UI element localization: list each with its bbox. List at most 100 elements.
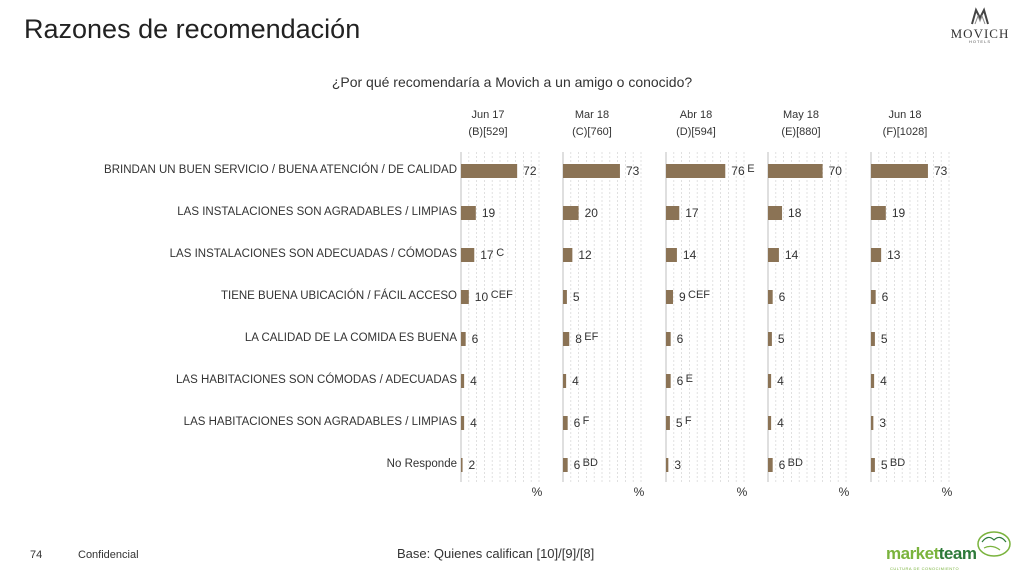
unit-label: % bbox=[839, 485, 850, 499]
bar bbox=[461, 458, 463, 472]
brain-icon bbox=[977, 531, 1011, 557]
unit-label: % bbox=[942, 485, 953, 499]
value-label: 6 bbox=[677, 332, 684, 346]
value-label: 76 bbox=[731, 164, 745, 178]
bar bbox=[768, 248, 779, 262]
panel-base: (D)[594] bbox=[676, 126, 716, 138]
category-label: LAS INSTALACIONES SON AGRADABLES / LIMPI… bbox=[177, 206, 457, 218]
value-label: 13 bbox=[887, 248, 901, 262]
bar bbox=[768, 416, 772, 430]
value-label: 20 bbox=[585, 206, 599, 220]
bar bbox=[768, 290, 773, 304]
unit-label: % bbox=[634, 485, 645, 499]
bar bbox=[563, 290, 567, 304]
category-label: LAS HABITACIONES SON AGRADABLES / LIMPIA… bbox=[183, 416, 457, 428]
bar bbox=[666, 164, 726, 178]
panel-period: Mar 18 bbox=[574, 109, 610, 121]
value-label: 14 bbox=[683, 248, 697, 262]
value-label: 9 bbox=[679, 290, 686, 304]
brand-market: market bbox=[886, 544, 939, 563]
value-label: 2 bbox=[469, 458, 476, 472]
brand-subtitle: CULTURA DE CONOCIMIENTO bbox=[890, 566, 960, 571]
bar bbox=[461, 374, 465, 388]
value-label: 6 bbox=[779, 290, 786, 304]
bar bbox=[871, 248, 882, 262]
significance-label: E bbox=[686, 373, 693, 385]
bar bbox=[768, 164, 823, 178]
panel-period: Jun 17 bbox=[471, 109, 505, 121]
bar bbox=[871, 458, 875, 472]
bar bbox=[666, 332, 671, 346]
bar bbox=[563, 332, 570, 346]
significance-label: BD bbox=[788, 457, 803, 469]
unit-label: % bbox=[737, 485, 748, 499]
bar bbox=[871, 332, 875, 346]
panel-base: (E)[880] bbox=[781, 126, 821, 138]
bar bbox=[563, 206, 579, 220]
bar bbox=[871, 206, 886, 220]
value-label: 4 bbox=[572, 374, 579, 388]
panel-base: (B)[529] bbox=[468, 126, 508, 138]
bar bbox=[666, 206, 680, 220]
value-label: 70 bbox=[829, 164, 843, 178]
value-label: 5 bbox=[676, 416, 683, 430]
significance-label: BD bbox=[583, 457, 598, 469]
value-label: 6 bbox=[677, 374, 684, 388]
chart-question: ¿Por qué recomendaría a Movich a un amig… bbox=[331, 74, 693, 90]
bar bbox=[666, 248, 677, 262]
value-label: 73 bbox=[626, 164, 640, 178]
bar bbox=[461, 332, 466, 346]
logo-word: MOVICH bbox=[950, 26, 1010, 41]
value-label: 72 bbox=[523, 164, 537, 178]
bar bbox=[563, 164, 620, 178]
page-title: Razones de recomendación bbox=[24, 14, 361, 44]
category-label: BRINDAN UN BUEN SERVICIO / BUENA ATENCIÓ… bbox=[104, 164, 457, 176]
value-label: 6 bbox=[574, 458, 581, 472]
bar bbox=[563, 374, 567, 388]
significance-label: CEF bbox=[688, 289, 710, 301]
panel-base: (C)[760] bbox=[572, 126, 612, 138]
logo-subtitle: HOTELS bbox=[968, 39, 991, 44]
brand-word: marketteam bbox=[886, 544, 977, 564]
value-label: 5 bbox=[778, 332, 785, 346]
value-label: 4 bbox=[777, 416, 784, 430]
bar bbox=[666, 290, 674, 304]
panel-base: (F)[1028] bbox=[882, 126, 928, 138]
marketteam-logo: marketteam CULTURA DE CONOCIMIENTO bbox=[884, 526, 1014, 572]
value-label: 4 bbox=[470, 374, 477, 388]
category-label: TIENE BUENA UBICACIÓN / FÁCIL ACCESO bbox=[220, 290, 457, 302]
significance-label: CEF bbox=[491, 289, 513, 301]
bar bbox=[768, 458, 773, 472]
bar bbox=[768, 374, 772, 388]
category-label: LA CALIDAD DE LA COMIDA ES BUENA bbox=[244, 332, 457, 344]
unit-label: % bbox=[532, 485, 543, 499]
category-label: LAS INSTALACIONES SON ADECUADAS / CÓMODA… bbox=[169, 248, 457, 260]
category-label: LAS HABITACIONES SON CÓMODAS / ADECUADAS bbox=[176, 374, 457, 386]
significance-label: E bbox=[747, 163, 754, 175]
significance-label: F bbox=[685, 415, 692, 427]
bar bbox=[563, 248, 573, 262]
panel-period: Jun 18 bbox=[888, 109, 922, 121]
base-note: Base: Quienes califican [10]/[9]/[8] bbox=[397, 546, 595, 561]
bar bbox=[871, 416, 874, 430]
significance-label: BD bbox=[890, 457, 905, 469]
value-label: 8 bbox=[575, 332, 582, 346]
value-label: 12 bbox=[578, 248, 592, 262]
panel-0: 72 19 17 C 10 CEF 6 4 4 2% bbox=[460, 152, 543, 499]
bar bbox=[666, 416, 670, 430]
value-label: 14 bbox=[785, 248, 799, 262]
bar bbox=[461, 206, 476, 220]
bar bbox=[768, 332, 772, 346]
value-label: 3 bbox=[674, 458, 681, 472]
bar bbox=[871, 374, 875, 388]
bar bbox=[666, 458, 669, 472]
value-label: 19 bbox=[892, 206, 906, 220]
value-label: 18 bbox=[788, 206, 802, 220]
panel-header-abr18: Abr 18 (D)[594] bbox=[656, 107, 736, 141]
significance-label: EF bbox=[584, 331, 598, 343]
confidential-label: Confidencial bbox=[78, 549, 139, 561]
